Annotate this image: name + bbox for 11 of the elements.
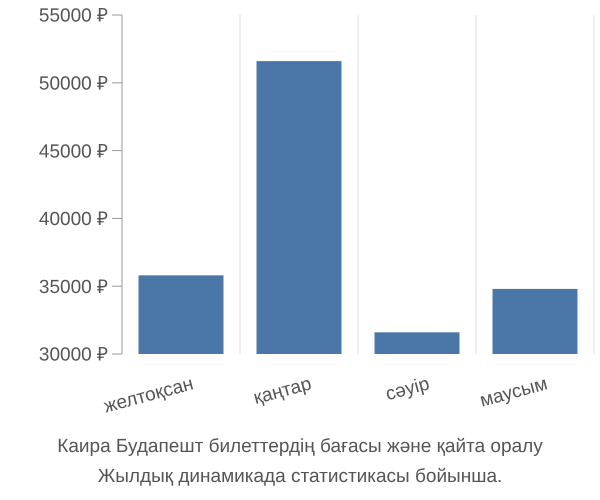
text: Жылдық динамикада статистикасы бойынша. bbox=[98, 466, 502, 487]
y-tick-label: 45000 ₽ bbox=[38, 141, 108, 162]
x-tick-label: маусым bbox=[478, 373, 550, 412]
y-tick-label: 35000 ₽ bbox=[38, 276, 108, 298]
y-tick-label: 30000 ₽ bbox=[38, 344, 108, 366]
text: Каира Будапешт билеттердің бағасы және қайта оралу bbox=[57, 436, 544, 457]
y-tick-label: 50000 ₽ bbox=[38, 73, 108, 94]
x-tick-label: қаңтар bbox=[251, 373, 314, 409]
y-tick-label: 40000 ₽ bbox=[38, 209, 108, 230]
x-tick-label: сәуір bbox=[383, 373, 432, 406]
y-tick-label: 55000 ₽ bbox=[38, 6, 108, 27]
